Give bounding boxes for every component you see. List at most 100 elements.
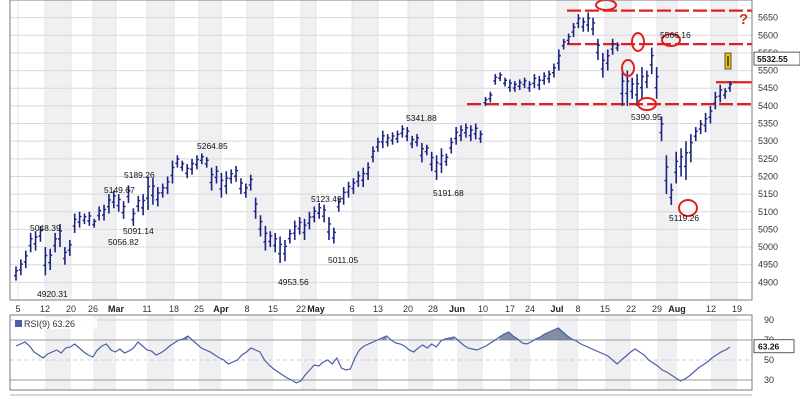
price-bar <box>278 236 283 263</box>
price-bar <box>547 70 552 83</box>
price-bar <box>503 77 508 87</box>
price-bar <box>444 153 449 166</box>
price-week-band <box>147 0 174 300</box>
price-y-tick-label: 5100 <box>758 207 778 217</box>
price-y-tick-label: 5400 <box>758 101 778 111</box>
price-bar <box>527 81 532 92</box>
price-annotation: 5191.68 <box>433 188 464 198</box>
price-bar <box>605 49 610 71</box>
rsi-overbought-area <box>535 328 572 340</box>
price-bar <box>517 79 522 90</box>
month-label: May <box>307 304 325 314</box>
day-label: 24 <box>525 304 535 314</box>
day-label: 20 <box>403 304 413 314</box>
price-bar <box>243 183 248 198</box>
price-annotation: 4953.56 <box>278 277 309 287</box>
price-bar <box>170 160 175 184</box>
price-annotation: 5390.95 <box>631 112 662 122</box>
price-bar <box>542 72 547 85</box>
price-last-value: 5532.55 <box>757 54 788 64</box>
price-bar <box>610 38 615 55</box>
rsi-week-band <box>605 315 631 390</box>
day-label: 15 <box>268 304 278 314</box>
price-y-tick-label: 5000 <box>758 242 778 252</box>
rsi-line <box>15 327 731 384</box>
price-bar <box>62 247 67 265</box>
price-y-tick-label: 5150 <box>758 189 778 199</box>
price-bar <box>194 155 199 170</box>
price-bar <box>507 79 512 92</box>
price-bar <box>351 178 356 195</box>
price-y-tick-label: 5600 <box>758 30 778 40</box>
price-y-axis: 4900 4950 5000 5050 5100 5150 5200 5250 5300 5350… <box>758 13 778 288</box>
highlight-circle <box>637 97 657 111</box>
day-label: 11 <box>142 304 151 314</box>
price-bar <box>664 155 669 195</box>
rsi-legend-swatch <box>15 320 22 327</box>
price-bar <box>97 206 102 221</box>
price-y-tick-label: 5650 <box>758 13 778 23</box>
price-bars <box>14 12 732 281</box>
price-bar <box>72 213 77 233</box>
price-y-tick-label: 5450 <box>758 83 778 93</box>
price-bar <box>551 63 556 78</box>
price-bar <box>180 160 185 172</box>
price-bar <box>620 70 625 106</box>
highlight-circles <box>595 0 698 217</box>
month-label: Mar <box>108 304 125 314</box>
highlight-circle <box>621 59 635 77</box>
price-bar <box>53 232 58 253</box>
price-bar <box>439 148 444 173</box>
price-week-band <box>510 0 530 300</box>
rsi-title-bg <box>13 318 97 329</box>
price-bar <box>532 74 537 89</box>
price-bar <box>424 144 429 156</box>
price-bar <box>615 42 620 52</box>
rsi-week-band <box>657 315 677 390</box>
price-annotation: 5341.88 <box>406 113 437 123</box>
price-bar <box>415 134 420 147</box>
price-bar <box>449 137 454 154</box>
price-bar <box>581 17 586 32</box>
price-bar <box>371 146 375 163</box>
price-bar <box>248 174 253 191</box>
price-bar <box>586 12 591 32</box>
day-label: 25 <box>194 304 204 314</box>
price-bar <box>190 158 195 175</box>
price-bar <box>600 52 605 78</box>
price-bar <box>713 91 718 110</box>
price-bar <box>331 227 336 244</box>
day-label: 15 <box>600 304 610 314</box>
price-bar <box>708 105 713 124</box>
price-bar <box>229 169 234 184</box>
highlight-circle <box>595 0 617 11</box>
price-bar <box>33 231 38 251</box>
price-y-tick-label: 5050 <box>758 224 778 234</box>
question-mark: ? <box>739 11 748 28</box>
price-bar <box>58 224 63 248</box>
price-annotation: 5011.05 <box>328 255 358 265</box>
price-bar <box>644 70 649 89</box>
day-label: 12 <box>40 304 50 314</box>
price-bar <box>703 112 708 133</box>
rsi-week-band <box>408 315 433 390</box>
price-bar <box>253 197 258 219</box>
price-annotation: 5091.14 <box>123 226 154 236</box>
price-week-band <box>711 0 737 300</box>
panel-frames <box>9 0 753 396</box>
day-label: 8 <box>575 304 580 314</box>
day-label: 8 <box>244 304 249 314</box>
rsi-y-tick-label: 30 <box>764 375 774 385</box>
price-bar <box>390 132 395 145</box>
price-bar <box>87 211 92 226</box>
price-bar <box>77 211 82 228</box>
rsi-week-band <box>557 315 578 390</box>
price-bar <box>556 49 561 71</box>
price-bar <box>219 172 224 198</box>
day-label: 17 <box>505 304 515 314</box>
price-bar <box>273 232 278 253</box>
price-bar <box>473 123 478 140</box>
price-bar <box>43 247 48 276</box>
price-bar <box>395 130 400 143</box>
price-bar <box>488 91 493 103</box>
